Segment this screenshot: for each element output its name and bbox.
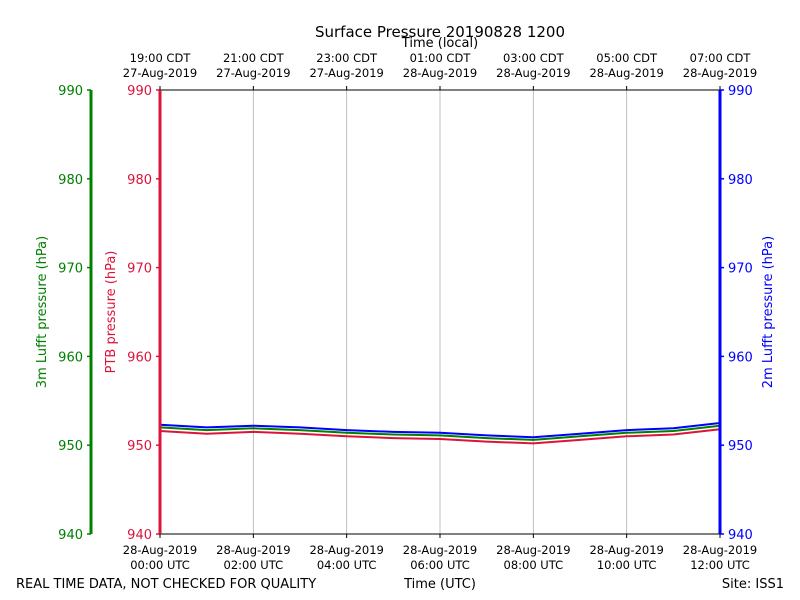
lufft-3m-axis-label: 3m Lufft pressure (hPa)	[35, 236, 50, 388]
x-tick-label-date: 28-Aug-2019	[403, 543, 477, 557]
top-tick-label-time: 05:00 CDT	[596, 51, 658, 65]
site-label: Site: ISS1	[722, 577, 784, 592]
x-tick-label-date: 28-Aug-2019	[496, 543, 570, 557]
lufft-2m-axis-label: 2m Lufft pressure (hPa)	[761, 236, 776, 388]
lufft-2m-tick-label: 990	[728, 84, 753, 99]
ptb-tick-label: 990	[127, 84, 152, 99]
x-tick-label-date: 28-Aug-2019	[683, 543, 757, 557]
ptb-tick-label: 940	[127, 528, 152, 543]
lufft-3m-tick-label: 940	[58, 528, 83, 543]
lufft-2m-tick-label: 950	[728, 439, 753, 454]
grid	[252, 90, 628, 534]
lufft-3m-tick-label: 950	[58, 439, 83, 454]
top-tick-label-date: 28-Aug-2019	[403, 66, 477, 80]
top-tick-label-time: 07:00 CDT	[690, 51, 752, 65]
lufft-3m-tick-label: 980	[58, 173, 83, 188]
top-tick-label-time: 19:00 CDT	[130, 51, 192, 65]
lufft-3m-tick-label: 970	[58, 262, 83, 277]
y-axes: 940 940 940 950 950 950 960 960 960 970 970 970 980 9…	[58, 84, 753, 543]
ptb-tick-label: 980	[127, 173, 152, 188]
lufft-2m-tick-label: 940	[728, 528, 753, 543]
top-tick-label-time: 01:00 CDT	[410, 51, 472, 65]
top-tick-label-date: 27-Aug-2019	[309, 66, 383, 80]
x-tick-label-date: 28-Aug-2019	[589, 543, 663, 557]
lufft-2m-tick-label: 970	[728, 262, 753, 277]
lufft-3m-tick-label: 960	[58, 350, 83, 365]
ptb-tick-label: 970	[127, 262, 152, 277]
bottom-axis-label: Time (UTC)	[403, 577, 476, 592]
top-tick-label-date: 28-Aug-2019	[589, 66, 663, 80]
x-tick-label-date: 28-Aug-2019	[123, 543, 197, 557]
series-line-2m-lufft-pressure	[159, 422, 721, 439]
series-line-3m-lufft-pressure	[159, 424, 721, 441]
x-tick-label-time: 12:00 UTC	[690, 558, 750, 572]
top-tick-label-time: 21:00 CDT	[223, 51, 285, 65]
x-tick-label-time: 10:00 UTC	[597, 558, 657, 572]
lufft-2m-tick-label: 980	[728, 173, 753, 188]
top-tick-label-time: 23:00 CDT	[316, 51, 378, 65]
lufft-2m-tick-label: 960	[728, 350, 753, 365]
top-tick-label-time: 03:00 CDT	[503, 51, 565, 65]
x-tick-label-time: 00:00 UTC	[130, 558, 190, 572]
chart-title: Surface Pressure 20190828 1200	[315, 23, 565, 41]
series-lines	[159, 422, 721, 445]
quality-disclaimer: REAL TIME DATA, NOT CHECKED FOR QUALITY	[16, 577, 316, 592]
ptb-tick-label: 950	[127, 439, 152, 454]
x-tick-label-date: 28-Aug-2019	[216, 543, 290, 557]
x-tick-label-time: 08:00 UTC	[504, 558, 564, 572]
lufft-3m-tick-label: 990	[58, 84, 83, 99]
x-tick-label-time: 06:00 UTC	[410, 558, 470, 572]
x-tick-label-time: 04:00 UTC	[317, 558, 377, 572]
top-tick-label-date: 27-Aug-2019	[216, 66, 290, 80]
top-tick-label-date: 27-Aug-2019	[123, 66, 197, 80]
x-tick-label-time: 02:00 UTC	[224, 558, 284, 572]
x-tick-label-date: 28-Aug-2019	[309, 543, 383, 557]
ptb-axis-label: PTB pressure (hPa)	[104, 251, 119, 374]
top-axis-label: Time (local)	[401, 36, 478, 51]
ptb-tick-label: 960	[127, 350, 152, 365]
series-line-ptb-pressure	[159, 428, 721, 445]
top-tick-label-date: 28-Aug-2019	[683, 66, 757, 80]
top-tick-label-date: 28-Aug-2019	[496, 66, 570, 80]
